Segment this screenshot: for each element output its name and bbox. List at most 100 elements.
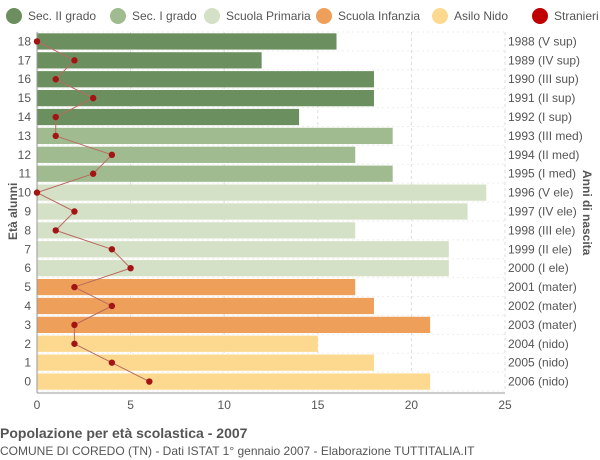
- y-tick-label-right: 2002 (mater): [508, 299, 577, 313]
- bar: [37, 354, 374, 371]
- bar: [37, 184, 487, 201]
- y-tick-label: 11: [19, 167, 32, 181]
- y-tick-label-right: 1997 (IV ele): [508, 205, 577, 219]
- y-tick-label-right: 1991 (II sup): [508, 91, 575, 105]
- legend-item: Sec. II grado: [6, 6, 96, 26]
- y-tick-label-right: 1999 (II ele): [508, 242, 572, 256]
- y-tick-label-right: 1995 (I med): [508, 167, 576, 181]
- y-tick-label: 1: [24, 356, 31, 370]
- x-tick-label: 25: [498, 398, 512, 412]
- y-tick-label: 7: [24, 242, 31, 256]
- legend-label: Scuola Primaria: [226, 9, 311, 23]
- stranieri-point: [89, 94, 97, 102]
- y-tick-label-right: 1988 (V sup): [508, 34, 577, 48]
- legend-label: Scuola Infanzia: [338, 9, 421, 23]
- bar: [37, 260, 449, 277]
- legend-label: Sec. I grado: [132, 9, 197, 23]
- stranieri-point: [108, 359, 116, 366]
- y-tick-label-right: 2004 (nido): [508, 337, 569, 351]
- stranieri-point: [52, 76, 59, 83]
- stranieri-point: [89, 170, 97, 177]
- legend-label: Asilo Nido: [454, 9, 509, 23]
- stranieri-point: [127, 264, 134, 272]
- bar: [37, 33, 337, 50]
- y-tick-label-right: 2001 (mater): [508, 280, 577, 294]
- stranieri-point: [71, 321, 78, 329]
- bar: [37, 108, 300, 126]
- y-tick-label: 8: [24, 223, 31, 237]
- stranieri-point: [33, 38, 41, 45]
- bar: [37, 222, 356, 239]
- legend-swatch: [532, 8, 548, 24]
- legend-swatch: [110, 8, 126, 24]
- stranieri-point: [52, 113, 59, 121]
- y-axis-title-right: Anni di nascita: [580, 170, 594, 256]
- legend: Sec. II grado Sec. I grado Scuola Primaria…: [0, 6, 600, 26]
- y-tick-label: 13: [18, 129, 32, 143]
- legend-swatch: [316, 8, 332, 24]
- y-axis-title: Età alunni: [6, 182, 20, 240]
- legend-item: Sec. I grado: [110, 6, 197, 26]
- bar: [37, 52, 262, 69]
- stranieri-point: [71, 208, 78, 215]
- legend-item: Scuola Infanzia: [316, 6, 420, 26]
- legend-label: Stranieri: [554, 9, 599, 23]
- legend-item: Asilo Nido: [432, 6, 508, 26]
- y-tick-label: 6: [24, 261, 31, 275]
- y-tick-label-right: 2005 (nido): [508, 356, 569, 370]
- x-tick-label: 5: [127, 398, 134, 412]
- stranieri-point: [71, 283, 78, 291]
- chart-subtitle: COMUNE DI COREDO (TN) - Dati ISTAT 1° ge…: [0, 444, 475, 458]
- y-tick-label: 18: [18, 34, 32, 48]
- y-tick-label-right: 2000 (I ele): [508, 261, 569, 275]
- legend-item: Stranieri: [532, 6, 599, 26]
- bar: [37, 335, 318, 352]
- y-tick-label: 14: [18, 110, 32, 124]
- y-tick-label: 0: [24, 375, 31, 389]
- stranieri-point: [33, 189, 41, 196]
- stranieri-point: [71, 57, 78, 64]
- y-tick-label: 10: [18, 186, 32, 200]
- x-tick-label: 10: [218, 398, 232, 412]
- bar: [37, 146, 356, 163]
- y-tick-label: 17: [18, 53, 32, 67]
- y-tick-label-right: 1996 (V ele): [508, 186, 573, 200]
- bar: [37, 90, 374, 107]
- bar: [37, 241, 449, 258]
- y-tick-label-right: 2003 (mater): [508, 318, 577, 332]
- stranieri-point: [71, 340, 78, 347]
- bar: [37, 203, 468, 220]
- legend-swatch: [432, 8, 448, 24]
- stranieri-point: [108, 246, 116, 253]
- y-tick-label-right: 1990 (III sup): [508, 72, 579, 86]
- x-tick-label: 15: [311, 398, 325, 412]
- stranieri-point: [52, 227, 59, 234]
- bar: [37, 71, 374, 88]
- y-tick-label: 9: [24, 205, 31, 219]
- bar: [37, 316, 431, 333]
- legend-item: Scuola Primaria: [204, 6, 311, 26]
- x-tick-label: 20: [405, 398, 419, 412]
- chart-title: Popolazione per età scolastica - 2007: [0, 425, 248, 441]
- y-tick-label-right: 1992 (I sup): [508, 110, 572, 124]
- y-tick-label: 5: [24, 280, 31, 294]
- y-tick-label: 4: [24, 299, 31, 313]
- y-tick-label: 3: [24, 318, 31, 332]
- x-tick-label: 0: [34, 398, 41, 412]
- y-tick-label: 15: [18, 91, 32, 105]
- bar: [37, 165, 393, 182]
- legend-swatch: [204, 8, 220, 24]
- legend-label: Sec. II grado: [28, 9, 97, 23]
- stranieri-point: [146, 378, 153, 385]
- y-tick-label-right: 1989 (IV sup): [508, 53, 580, 67]
- y-tick-label-right: 2006 (nido): [508, 375, 569, 389]
- y-tick-label: 12: [18, 148, 32, 162]
- bar: [37, 127, 393, 145]
- y-tick-label: 2: [24, 337, 31, 351]
- bar: [37, 278, 356, 296]
- y-tick-label-right: 1994 (II med): [508, 148, 579, 162]
- y-tick-label-right: 1993 (III med): [508, 129, 583, 143]
- bar: [37, 297, 374, 315]
- stranieri-point: [52, 132, 59, 140]
- y-tick-label: 16: [18, 72, 32, 86]
